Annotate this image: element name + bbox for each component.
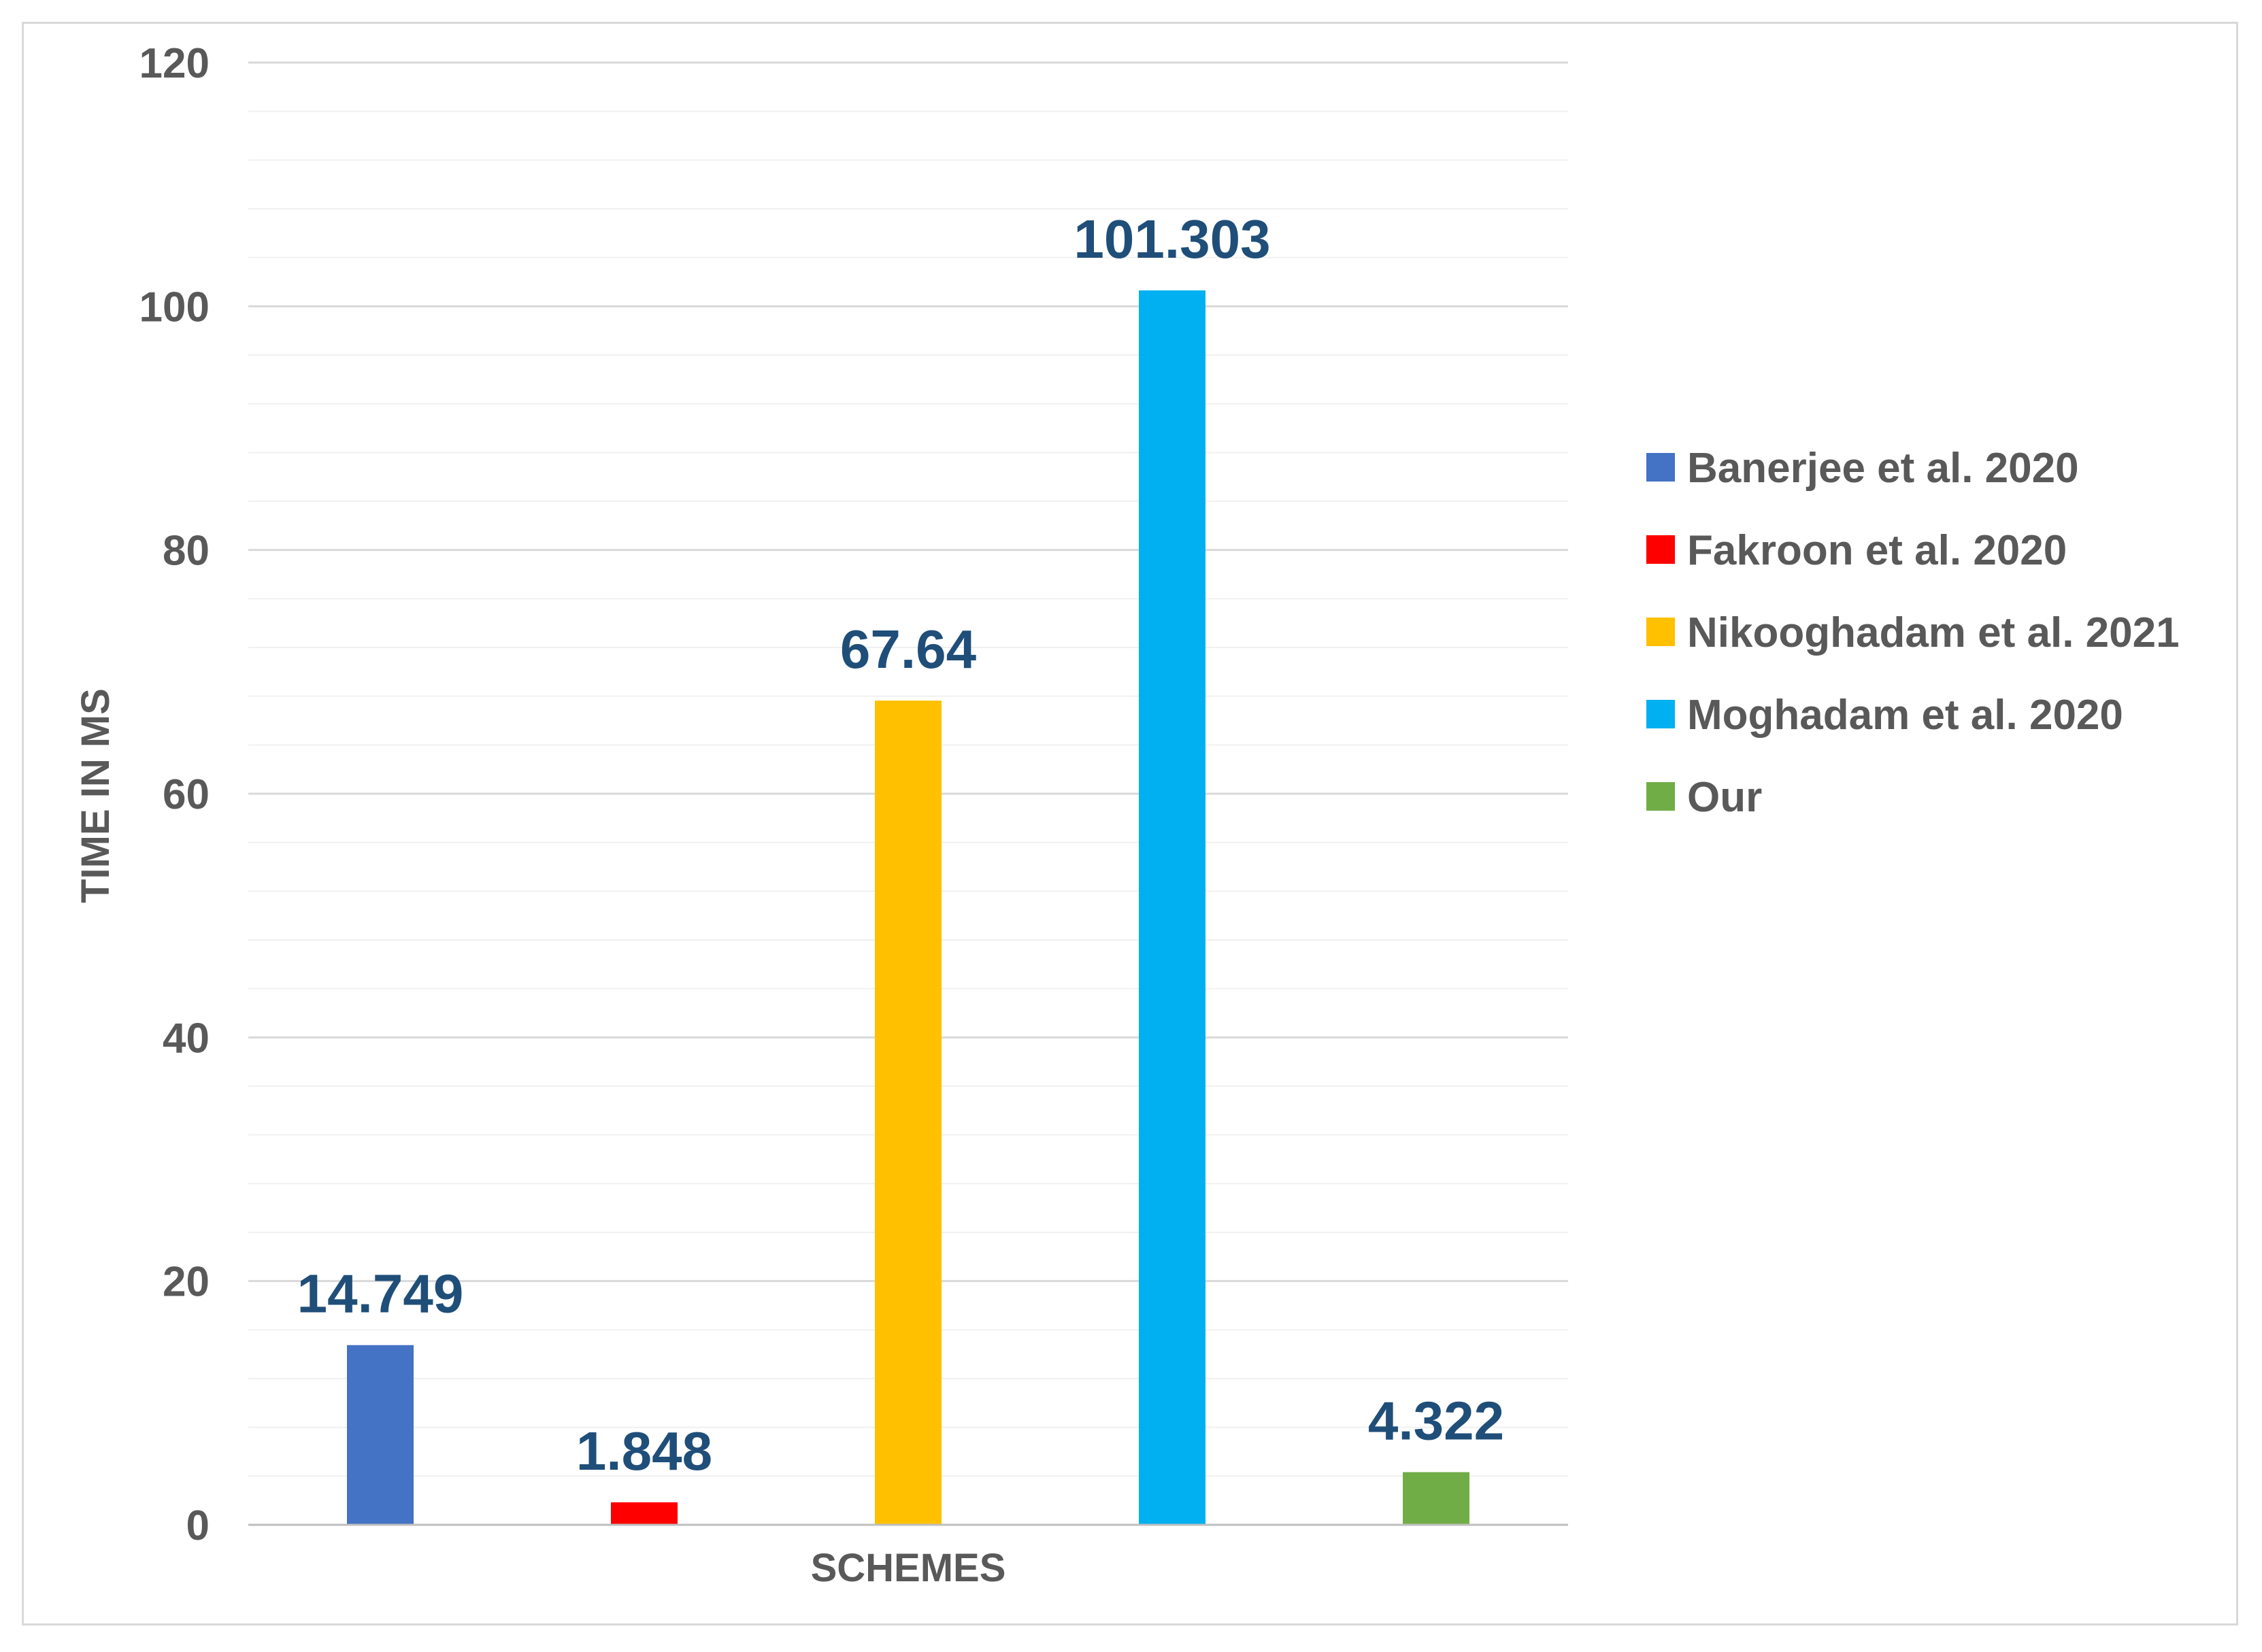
legend-item: Our [1646,774,1762,821]
bars [347,290,1469,1525]
data-label: 4.322 [1368,1391,1504,1451]
data-label: 101.303 [1074,209,1270,269]
legend-item: Banerjee et al. 2020 [1646,445,2079,492]
data-label: 67.64 [840,619,977,679]
bar-our [1403,1472,1469,1525]
y-tick-label: 80 [163,528,210,575]
legend-swatch [1646,535,1675,564]
legend-swatch [1646,618,1675,646]
data-label: 1.848 [576,1421,712,1481]
legend: Banerjee et al. 2020 Fakroon et al. 2020 N… [1646,445,2180,821]
bar-banerjee-et-al-2020 [347,1345,414,1525]
y-tick-label: 0 [186,1502,210,1549]
legend-swatch [1646,782,1675,811]
legend-label: Banerjee et al. 2020 [1687,445,2079,492]
y-tick-label: 40 [163,1015,210,1062]
legend-label: Our [1687,774,1762,821]
y-axis-ticks: 0 20 40 60 80 100 120 [139,40,210,1549]
legend-label: Moghadam et al. 2020 [1687,692,2123,739]
x-axis-title: SCHEMES [811,1546,1006,1590]
y-tick-label: 60 [163,771,210,818]
data-label: 14.749 [297,1264,464,1324]
y-tick-label: 20 [163,1259,210,1306]
legend-label: Fakroon et al. 2020 [1687,527,2067,574]
y-tick-label: 120 [139,40,210,87]
y-axis-title: TIME IN MS [73,688,118,903]
bar-nikooghadam-et-al-2021 [875,701,942,1525]
legend-item: Fakroon et al. 2020 [1646,527,2067,574]
legend-item: Nikooghadam et al. 2021 [1646,609,2180,656]
legend-swatch [1646,700,1675,728]
bar-moghadam-et-al-2020 [1139,290,1205,1525]
y-tick-label: 100 [139,284,210,331]
legend-item: Moghadam et al. 2020 [1646,692,2123,739]
data-labels: 14.749 1.848 67.64 101.303 4.322 [297,209,1504,1481]
bar-fakroon-et-al-2020 [611,1502,678,1525]
legend-label: Nikooghadam et al. 2021 [1687,609,2180,656]
legend-swatch [1646,453,1675,482]
